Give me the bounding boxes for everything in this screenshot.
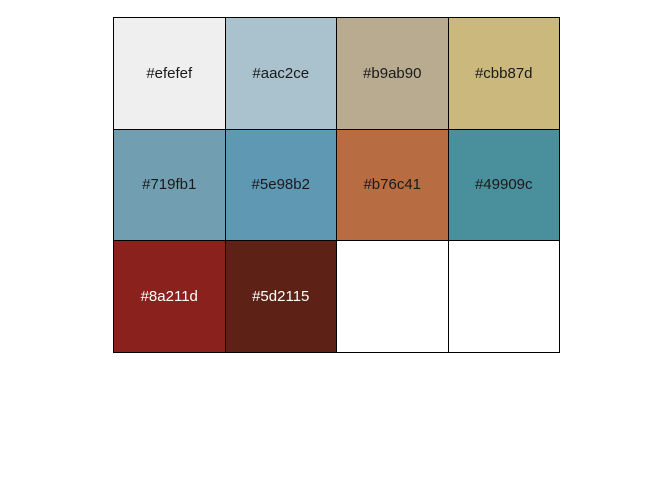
color-swatch: #5e98b2 xyxy=(224,128,337,242)
swatch-hex-label: #b76c41 xyxy=(363,176,422,194)
swatch-hex-label: #b9ab90 xyxy=(363,64,422,82)
swatch-hex-label: #8a211d xyxy=(140,288,198,306)
color-swatch: #aac2ce xyxy=(224,17,337,130)
color-swatch: #b9ab90 xyxy=(336,17,449,130)
swatch-hex-label: #5e98b2 xyxy=(251,176,310,194)
swatch-hex-label: #aac2ce xyxy=(252,64,310,82)
swatch-hex-label: #719fb1 xyxy=(142,176,197,194)
empty-swatch xyxy=(447,240,560,353)
color-swatch: #b76c41 xyxy=(336,128,449,242)
color-swatch: #49909c xyxy=(447,128,560,242)
color-palette-grid: #efefef #aac2ce #b9ab90 #cbb87d #719fb1 … xyxy=(113,17,560,353)
color-swatch: #8a211d xyxy=(113,240,226,353)
color-swatch: #719fb1 xyxy=(113,128,226,242)
swatch-hex-label: #cbb87d xyxy=(474,64,533,82)
swatch-hex-label: #49909c xyxy=(474,176,533,194)
color-swatch: #5d2115 xyxy=(224,240,337,353)
swatch-hex-label: #5d2115 xyxy=(252,288,310,306)
empty-swatch xyxy=(336,240,449,353)
swatch-hex-label: #efefef xyxy=(146,64,193,82)
color-swatch: #efefef xyxy=(113,17,226,130)
color-swatch: #cbb87d xyxy=(447,17,560,130)
